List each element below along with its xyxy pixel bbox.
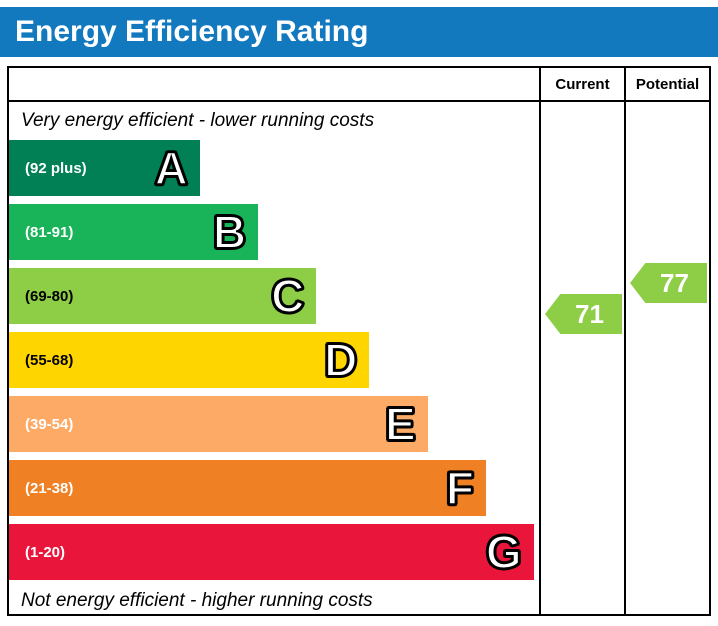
band-letter: A bbox=[154, 141, 189, 195]
rating-bands-column: Very energy efficient - lower running co… bbox=[9, 68, 539, 614]
band-bar-G: (1-20) G bbox=[9, 524, 534, 580]
energy-efficiency-rating-chart: Very energy efficient - lower running co… bbox=[7, 66, 711, 616]
band-row-D: (55-68) D bbox=[9, 332, 539, 396]
current-column: Current 71 bbox=[539, 68, 624, 614]
band-range-label: (21-38) bbox=[25, 479, 74, 497]
band-bar-A: (92 plus) A bbox=[9, 140, 200, 196]
potential-column-header: Potential bbox=[626, 68, 709, 102]
band-range-label: (1-20) bbox=[25, 543, 66, 561]
potential-column: Potential 77 bbox=[624, 68, 709, 614]
band-range-label: (55-68) bbox=[25, 351, 74, 369]
band-row-A: (92 plus) A bbox=[9, 140, 539, 204]
band-letter: B bbox=[212, 205, 247, 259]
band-bar-E: (39-54) E bbox=[9, 396, 428, 452]
potential-rating-arrow: 77 bbox=[630, 263, 707, 303]
bottom-note: Not energy efficient - higher running co… bbox=[21, 590, 373, 611]
band-bar-D: (55-68) D bbox=[9, 332, 370, 388]
band-range-label: (92 plus) bbox=[25, 159, 87, 177]
band-bar-C: (69-80) C bbox=[9, 268, 317, 324]
band-letter: F bbox=[445, 461, 475, 515]
current-rating-arrow: 71 bbox=[545, 294, 622, 334]
band-row-C: (69-80) C bbox=[9, 268, 539, 332]
band-row-B: (81-91) B bbox=[9, 204, 539, 268]
band-range-label: (39-54) bbox=[25, 415, 74, 433]
band-letter: E bbox=[384, 397, 417, 451]
current-column-header: Current bbox=[541, 68, 624, 102]
top-note: Very energy efficient - lower running co… bbox=[21, 110, 375, 131]
band-range-label: (81-91) bbox=[25, 223, 74, 241]
band-row-G: (1-20) G bbox=[9, 524, 539, 588]
band-bar-F: (21-38) F bbox=[9, 460, 486, 516]
page-title: Energy Efficiency Rating bbox=[15, 15, 369, 48]
main-header-cell bbox=[9, 68, 539, 102]
band-letter: C bbox=[270, 269, 305, 323]
band-range-label: (69-80) bbox=[25, 287, 74, 305]
band-letter: G bbox=[485, 525, 523, 579]
header-bar: Energy Efficiency Rating bbox=[0, 7, 718, 57]
band-row-E: (39-54) E bbox=[9, 396, 539, 460]
band-row-F: (21-38) F bbox=[9, 460, 539, 524]
band-bar-B: (81-91) B bbox=[9, 204, 259, 260]
band-letter: D bbox=[323, 333, 358, 387]
bands-container: (92 plus) A (81-91) B (69-80) C (55-68) D (39-54… bbox=[9, 140, 539, 588]
